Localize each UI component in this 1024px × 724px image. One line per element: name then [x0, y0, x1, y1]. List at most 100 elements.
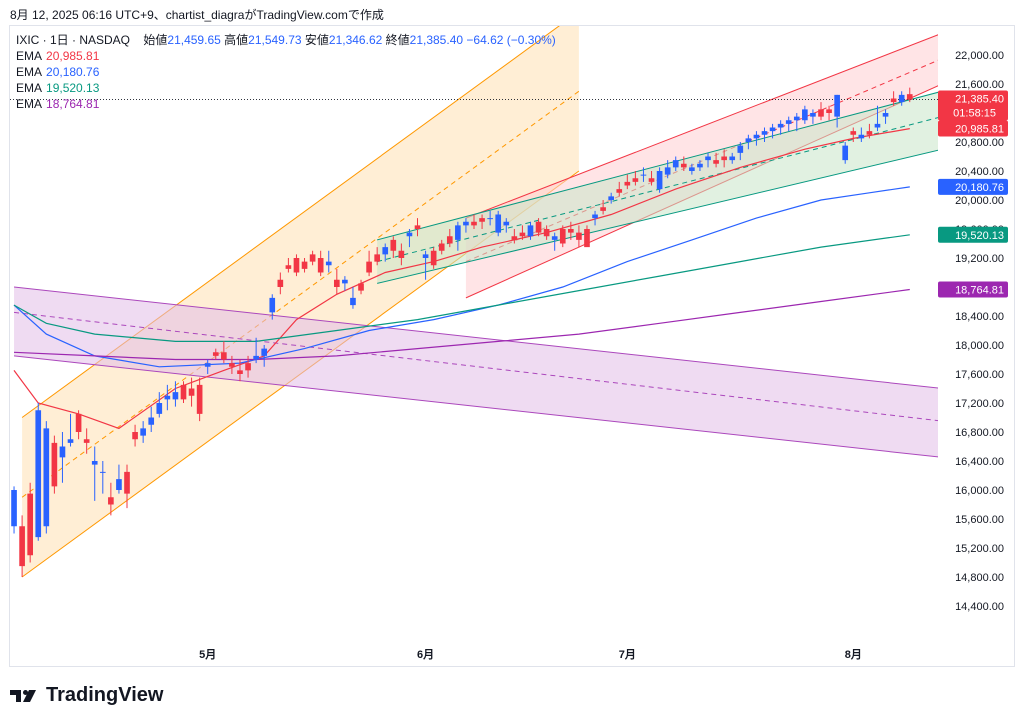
- candle-body: [67, 439, 74, 443]
- candle: [382, 243, 389, 262]
- y-tick-label: 19,200.00: [955, 253, 1004, 265]
- candle: [438, 239, 445, 255]
- candle-body: [882, 113, 889, 117]
- candle-body: [584, 229, 590, 248]
- candle-body: [769, 127, 776, 132]
- candle-body: [511, 236, 518, 240]
- candle-body: [713, 160, 719, 164]
- y-tick-label: 14,400.00: [955, 601, 1004, 613]
- candle-body: [148, 417, 155, 425]
- price-tag-value: 20,985.81: [955, 124, 1004, 136]
- candle: [140, 421, 146, 443]
- candle: [172, 381, 179, 407]
- candle: [906, 87, 913, 103]
- candle: [519, 225, 526, 240]
- price-tag-bg: [938, 226, 1008, 243]
- candle-body: [382, 247, 389, 255]
- x-tick-label: 5月: [199, 648, 216, 661]
- ohlc-open-value: 21,459.65: [167, 33, 221, 47]
- candle-body: [487, 218, 493, 220]
- candle-body: [333, 279, 340, 287]
- candle: [180, 381, 187, 403]
- candle: [818, 102, 824, 121]
- y-tick-label: 20,000.00: [955, 195, 1004, 207]
- symbol-label[interactable]: IXIC · 1日 · NASDAQ: [16, 33, 131, 47]
- candle: [277, 272, 284, 295]
- candle: [342, 276, 348, 291]
- legend-ema-row-4[interactable]: EMA 18,764.81: [16, 96, 556, 112]
- candle: [99, 461, 106, 494]
- candle: [543, 225, 550, 240]
- ohlc-low-label: 安値: [304, 33, 329, 47]
- candle-body: [350, 297, 356, 306]
- legend-ema-row-3[interactable]: EMA 19,520.13: [16, 80, 556, 96]
- x-tick-label: 7月: [619, 648, 636, 661]
- y-tick-label: 22,000.00: [955, 50, 1004, 62]
- price-axis[interactable]: 14,400.00 14,800.00 15,200.00 15,600.00 16,0…: [955, 50, 1004, 613]
- candle: [568, 221, 574, 240]
- candle: [705, 152, 711, 168]
- price-tag: 20,985.81: [938, 120, 1008, 137]
- candle: [608, 192, 615, 204]
- candle-body: [43, 428, 50, 527]
- footer-brand[interactable]: TradingView: [10, 684, 163, 707]
- legend-ema-row-1[interactable]: EMA 20,985.81: [16, 48, 556, 64]
- candle: [527, 221, 534, 240]
- candle: [616, 181, 623, 197]
- candle: [19, 515, 25, 577]
- candle: [721, 149, 727, 168]
- candle: [535, 218, 542, 237]
- candle: [826, 105, 832, 121]
- candle-body: [866, 131, 873, 135]
- candle: [898, 91, 905, 106]
- candle: [834, 94, 840, 128]
- candle: [850, 127, 857, 142]
- candle: [511, 229, 518, 244]
- channel-red-top: [465, 34, 938, 219]
- candle: [59, 432, 66, 483]
- candle-body: [180, 384, 187, 400]
- candle: [551, 232, 558, 251]
- candle-body: [212, 352, 219, 356]
- candle-body: [253, 355, 259, 360]
- candles-layer: [11, 87, 913, 577]
- ohlc-open-label: 始値: [143, 33, 168, 47]
- candle: [83, 428, 90, 454]
- y-tick-label: 16,000.00: [955, 485, 1004, 497]
- candle: [640, 167, 647, 182]
- candle: [245, 355, 251, 378]
- candle: [584, 225, 590, 248]
- candle: [51, 435, 58, 494]
- candle-body: [551, 236, 558, 240]
- candle-body: [269, 297, 276, 313]
- candle: [632, 171, 639, 186]
- time-axis[interactable]: 5月 6月 7月 8月: [199, 648, 862, 661]
- candle: [350, 287, 356, 309]
- ohlc-close-label: 終値: [385, 33, 410, 47]
- candle: [414, 218, 421, 237]
- candle: [648, 171, 655, 186]
- candle-body: [156, 403, 163, 414]
- y-tick-label: 17,200.00: [955, 398, 1004, 410]
- candle-body: [229, 363, 235, 367]
- price-tag-value: 19,520.13: [955, 230, 1004, 242]
- candle: [390, 236, 397, 258]
- ohlc-high-label: 高値: [224, 33, 249, 47]
- candle-body: [898, 94, 905, 103]
- candle: [697, 160, 703, 171]
- ema-layer: [10, 99, 938, 430]
- price-tag-countdown: 01:58:15: [953, 108, 996, 120]
- price-tag: 19,520.13: [938, 226, 1008, 243]
- y-tick-label: 16,400.00: [955, 456, 1004, 468]
- ema-label: EMA: [16, 49, 43, 63]
- candle-body: [196, 384, 203, 414]
- candle-body: [164, 395, 171, 400]
- candle: [858, 127, 865, 142]
- legend-symbol-row: IXIC · 1日 · NASDAQ 始値21,459.65 高値21,549.…: [16, 32, 556, 48]
- candle: [495, 210, 502, 237]
- legend-ema-row-2[interactable]: EMA 20,180.76: [16, 64, 556, 80]
- candle: [713, 152, 719, 168]
- candle-body: [430, 250, 437, 266]
- price-tag: 18,764.81: [938, 281, 1008, 298]
